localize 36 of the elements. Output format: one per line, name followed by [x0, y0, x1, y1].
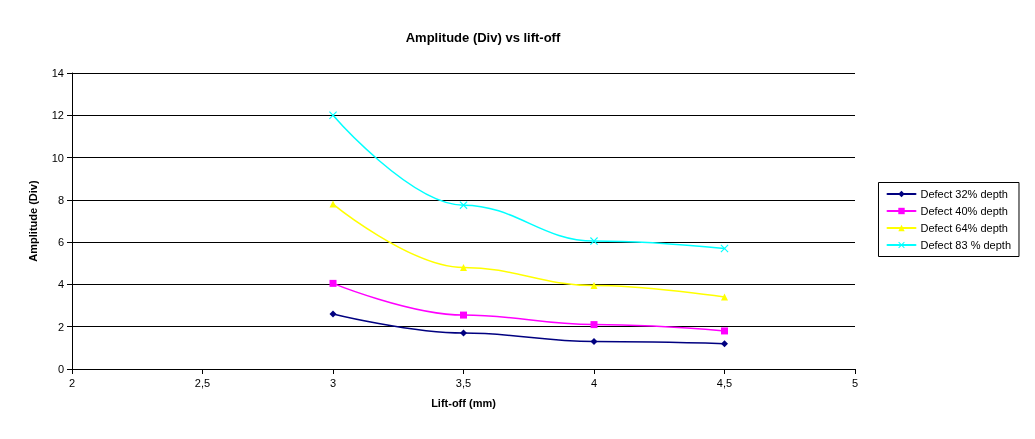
legend-label: Defect 64% depth — [920, 222, 1008, 234]
point — [721, 340, 728, 348]
point — [460, 329, 467, 337]
legend-label: Defect 83 % depth — [920, 239, 1012, 251]
x-tick-label: 2 — [68, 376, 76, 389]
point — [329, 111, 337, 120]
legend-label: Defect 32% depth — [920, 188, 1008, 200]
y-axis-title: Amplitude (Div) — [26, 180, 39, 262]
y-tick-label: 4 — [57, 278, 64, 291]
point — [590, 321, 598, 329]
y-tick-label: 8 — [57, 193, 64, 206]
point — [721, 293, 728, 301]
x-axis-title: Lift-off (mm) — [431, 396, 497, 409]
point — [329, 279, 337, 287]
point — [721, 327, 728, 335]
x-tick-label: 5 — [851, 376, 859, 389]
x-tick-label: 3 — [329, 376, 337, 389]
point — [329, 200, 337, 208]
x-tick-label: 4 — [590, 376, 598, 389]
y-tick-label: 14 — [51, 67, 64, 79]
point — [329, 310, 337, 318]
x-tick-label: 3,5 — [455, 376, 472, 389]
y-tick-label: 0 — [57, 363, 64, 375]
y-tick-label: 10 — [51, 151, 64, 164]
chart-title: Amplitude (Div) vs lift-off — [405, 30, 561, 45]
point — [460, 264, 467, 272]
point — [460, 311, 467, 319]
x-tick-label: 4,5 — [716, 376, 733, 389]
y-tick-label: 6 — [57, 236, 64, 249]
legend-label: Defect 40% depth — [920, 205, 1008, 217]
point — [590, 281, 598, 289]
x-tick-label: 2,5 — [194, 376, 211, 389]
point — [590, 338, 598, 346]
y-tick-label: 2 — [57, 320, 64, 333]
y-tick-label: 12 — [51, 109, 64, 122]
point — [459, 201, 468, 210]
